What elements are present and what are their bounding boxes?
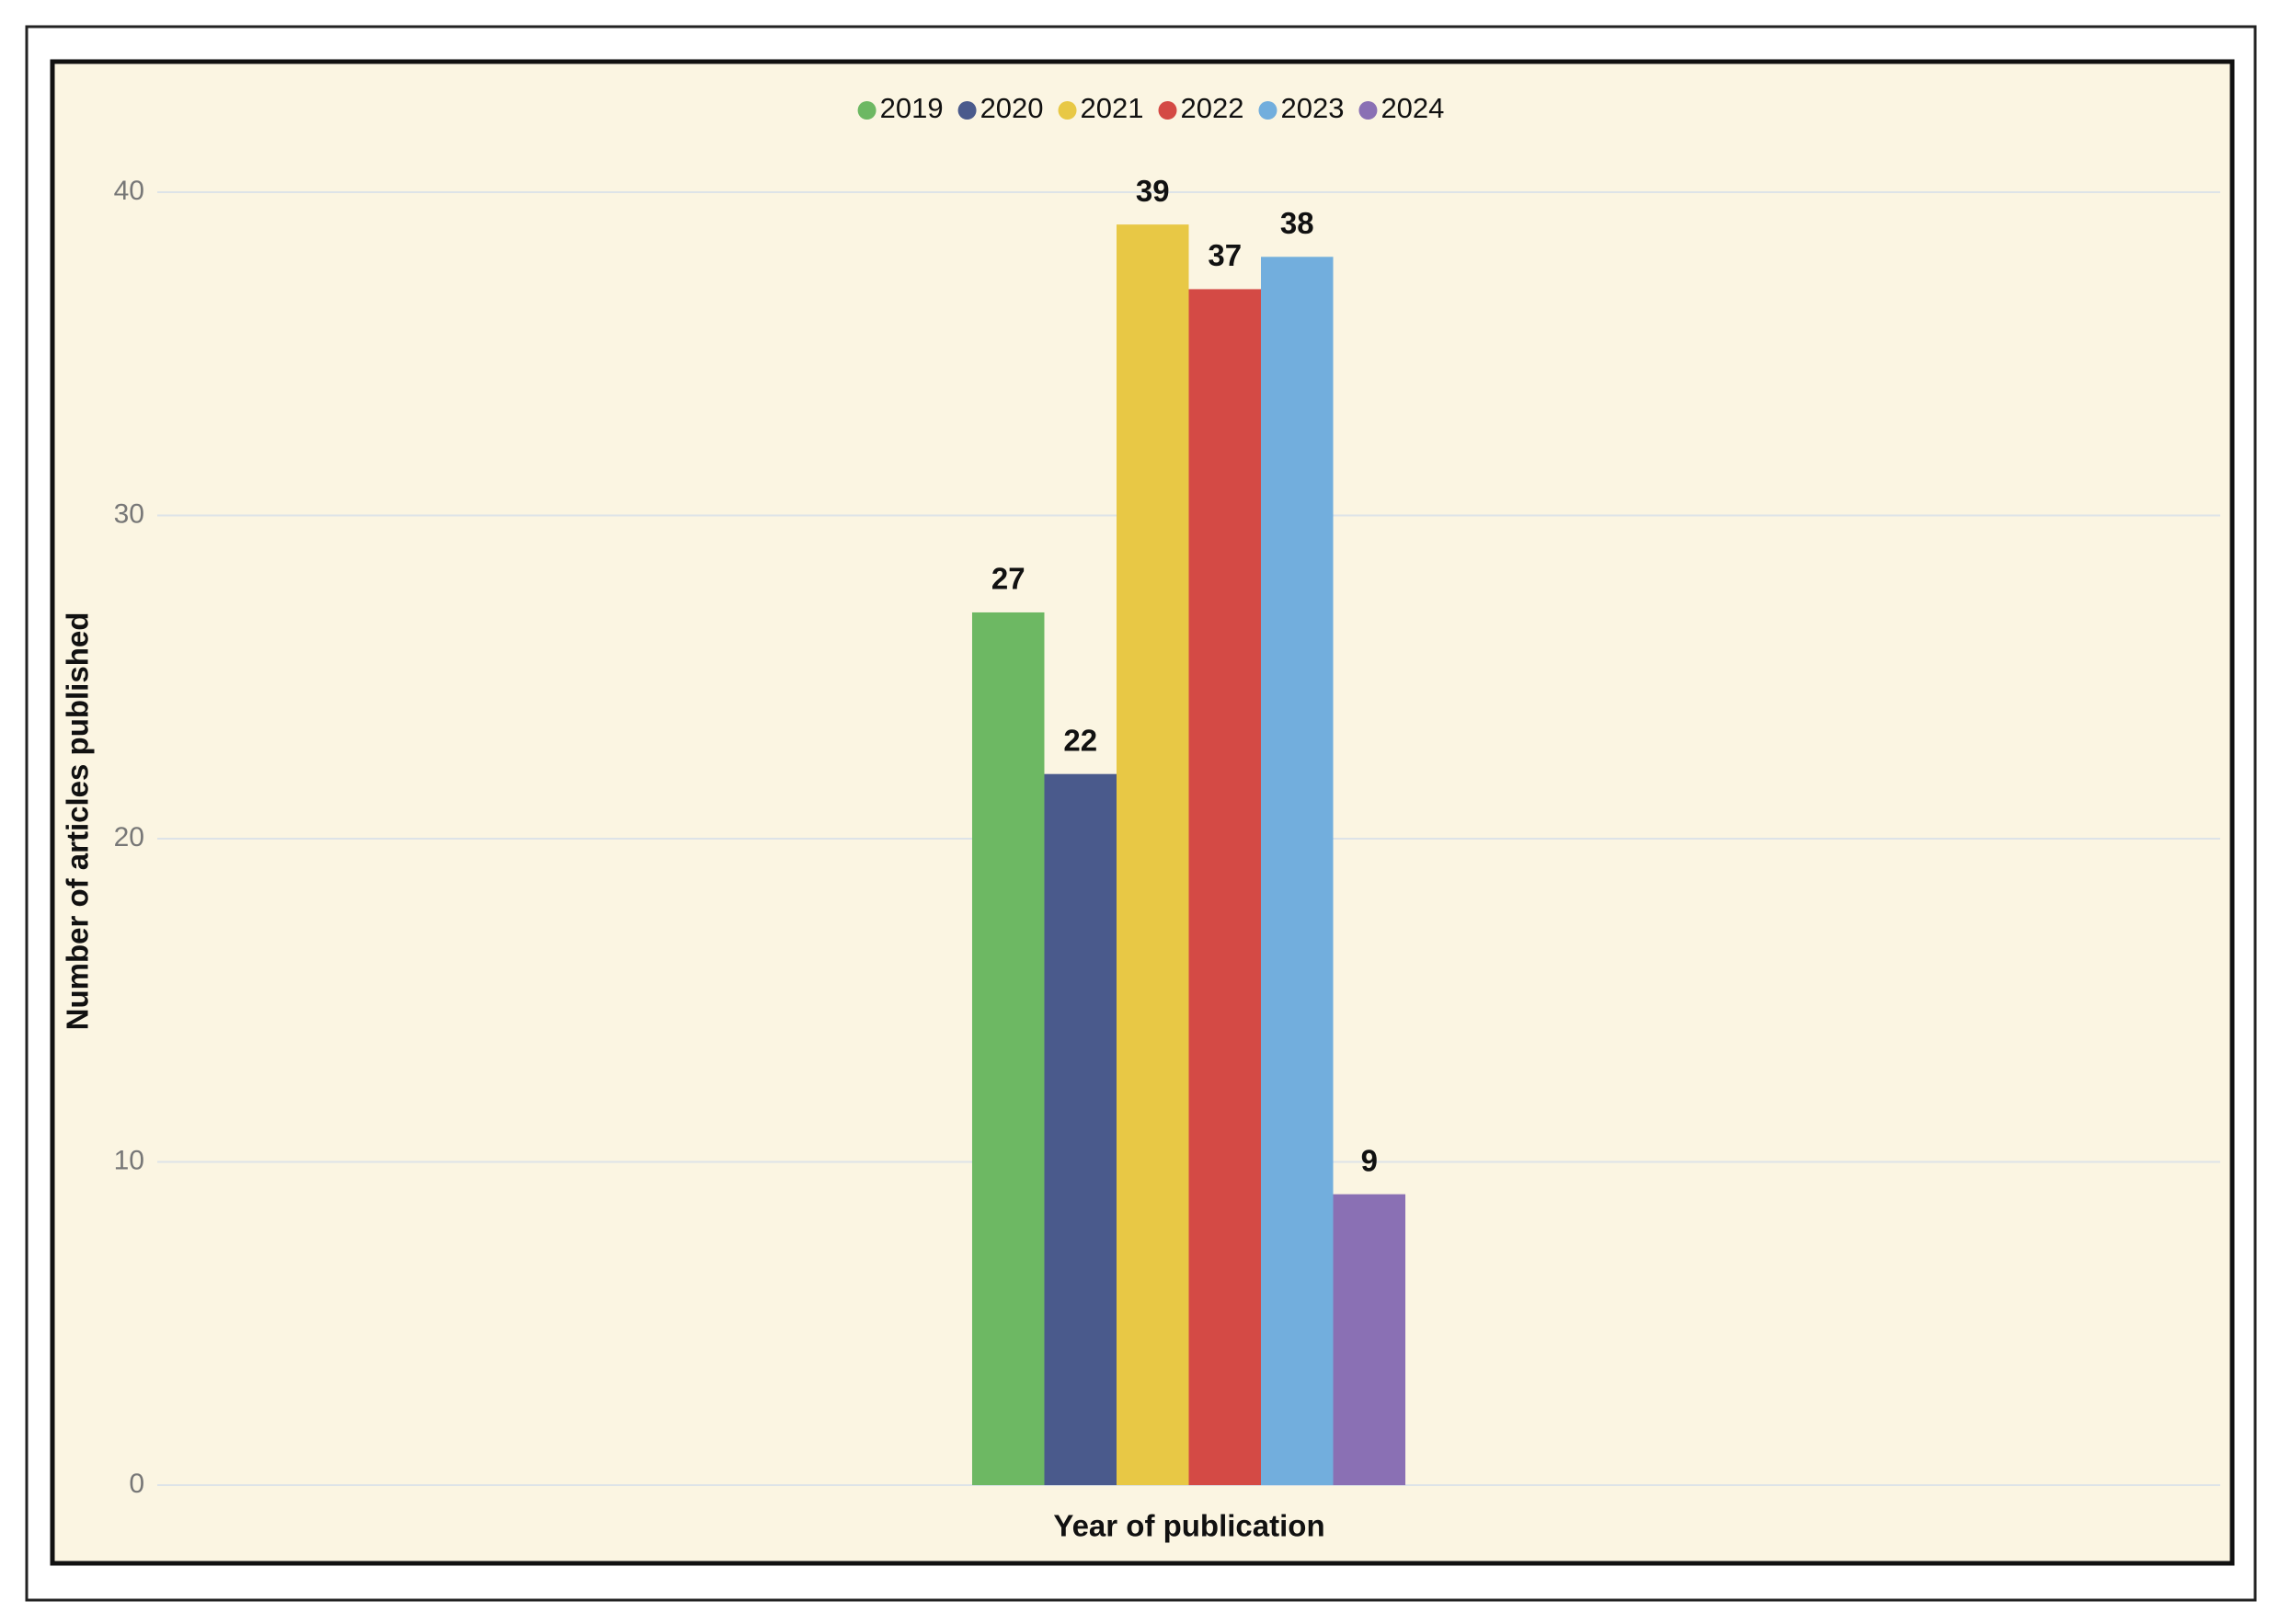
legend-marker: [1358, 101, 1378, 120]
x-axis-title: Year of publication: [1053, 1509, 1324, 1543]
legend-label: 2022: [1181, 92, 1244, 124]
value-label: 38: [1280, 206, 1314, 240]
bar: [1044, 773, 1117, 1485]
y-axis-title: Number of articles published: [61, 612, 95, 1031]
value-label: 22: [1063, 723, 1097, 757]
legend-marker: [1058, 101, 1077, 120]
legend-label: 2019: [880, 92, 944, 124]
value-label: 39: [1136, 174, 1170, 208]
y-tick-label: 30: [114, 498, 144, 529]
value-label: 9: [1361, 1143, 1378, 1177]
legend-marker: [1258, 101, 1277, 120]
legend-marker: [957, 101, 977, 120]
legend-marker: [1158, 101, 1177, 120]
y-tick-label: 10: [114, 1145, 144, 1175]
bar: [1116, 224, 1189, 1485]
bar: [1261, 257, 1334, 1485]
value-label: 37: [1208, 238, 1242, 272]
bar: [971, 612, 1045, 1485]
legend-label: 2024: [1381, 92, 1444, 124]
legend-label: 2020: [980, 92, 1044, 124]
y-tick-label: 0: [129, 1469, 144, 1499]
value-label: 27: [991, 562, 1025, 596]
legend-label: 2023: [1280, 92, 1344, 124]
y-tick-label: 40: [114, 176, 144, 206]
legend-marker: [857, 101, 876, 120]
bar: [1188, 289, 1262, 1486]
bar: [1333, 1194, 1406, 1485]
legend-label: 2021: [1081, 92, 1144, 124]
y-tick-label: 20: [114, 822, 144, 852]
